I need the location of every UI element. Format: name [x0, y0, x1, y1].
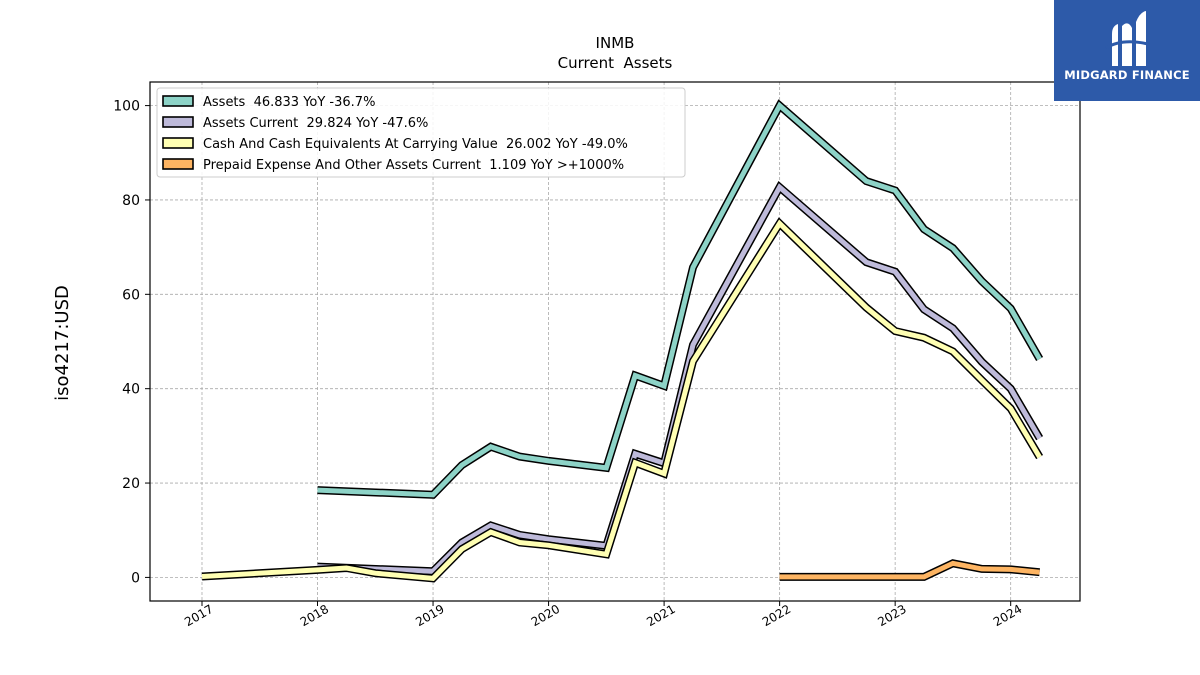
x-tick-label: 2017 — [182, 602, 215, 629]
y-tick-label: 60 — [122, 287, 140, 303]
legend-swatch — [162, 116, 194, 128]
x-tick-label: 2021 — [644, 602, 677, 629]
y-tick-label: 40 — [122, 382, 140, 398]
logo-text: MIDGARD FINANCE — [1064, 68, 1190, 82]
x-tick-label: 2022 — [760, 602, 793, 629]
y-axis-label: iso4217:USD — [52, 285, 73, 401]
y-tick-label: 20 — [122, 476, 140, 492]
series-line-outline — [317, 180, 1044, 576]
series-line — [317, 183, 1042, 574]
x-tick-label: 2023 — [875, 602, 908, 629]
series-line — [779, 560, 1040, 580]
legend-swatch — [162, 137, 194, 149]
series-lines — [201, 99, 1044, 583]
series-line-outline — [201, 217, 1044, 583]
legend: Assets 46.833 YoY -36.7% Assets Current 2… — [156, 87, 686, 178]
series-line — [201, 219, 1042, 581]
y-tick-label: 100 — [113, 99, 140, 115]
x-tick-label: 2019 — [413, 602, 446, 629]
brand-logo: MIDGARD FINANCE — [1054, 0, 1200, 101]
legend-swatch — [162, 158, 194, 170]
chart-subtitle: Current Assets — [558, 54, 673, 72]
series-line — [317, 101, 1042, 498]
legend-label: Prepaid Expense And Other Assets Current… — [203, 158, 624, 173]
y-tick-label: 80 — [122, 193, 140, 209]
legend-box — [156, 87, 686, 178]
legend-label: Assets 46.833 YoY -36.7% — [203, 95, 375, 110]
legend-swatch — [162, 95, 194, 107]
plot-frame — [149, 81, 1081, 602]
x-tick-label: 2018 — [298, 602, 331, 629]
x-tick-label: 2024 — [991, 602, 1024, 629]
chart-title: INMB — [596, 34, 635, 52]
y-tick-label: 0 — [131, 570, 140, 586]
logo-mark-icon — [1105, 11, 1149, 66]
x-tick-label: 2020 — [529, 602, 562, 629]
legend-label: Cash And Cash Equivalents At Carrying Va… — [203, 137, 628, 152]
legend-label: Assets Current 29.824 YoY -47.6% — [203, 116, 428, 131]
